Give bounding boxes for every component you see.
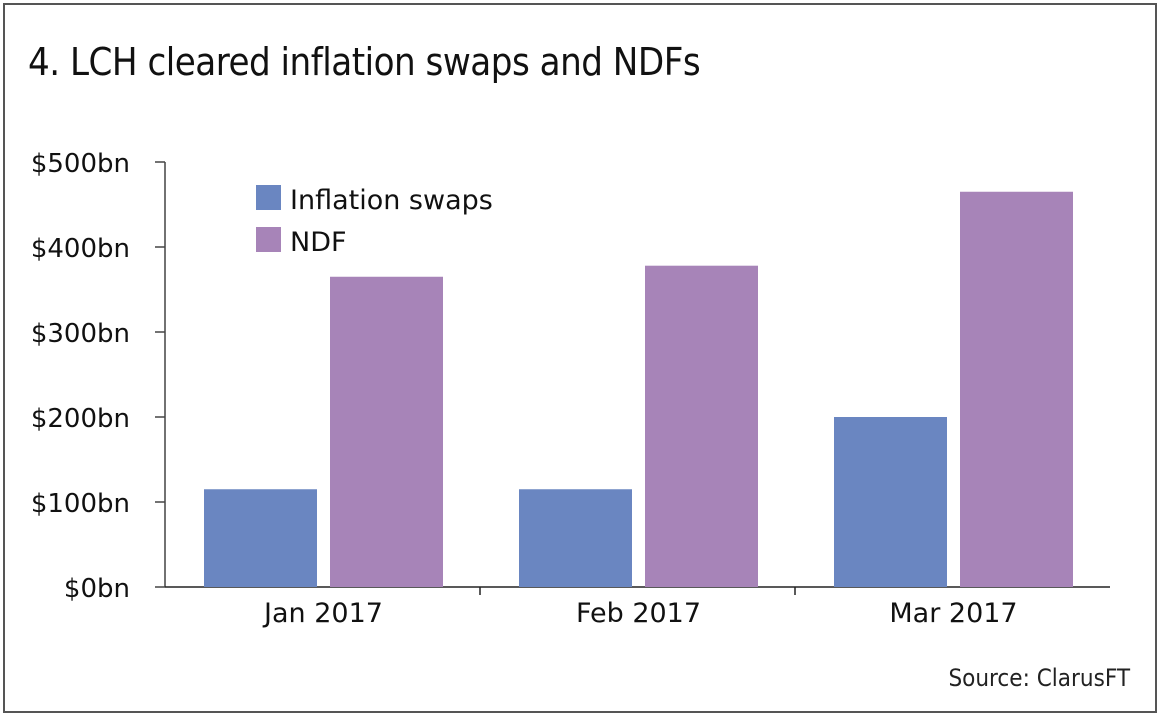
y-tick-label: $300bn	[31, 319, 130, 349]
y-tick-label: $500bn	[31, 149, 130, 179]
x-tick-label: Mar 2017	[889, 598, 1017, 629]
bar-ndf	[645, 265, 758, 587]
legend-swatch	[256, 185, 281, 210]
y-tick-label: $200bn	[31, 404, 130, 434]
legend-swatch	[256, 227, 281, 252]
bar-inflation-swaps	[834, 417, 947, 587]
source-note: Source: ClarusFT	[948, 664, 1130, 692]
chart-frame	[3, 3, 1157, 713]
x-tick-label: Feb 2017	[576, 598, 701, 629]
y-tick-label: $400bn	[31, 234, 130, 264]
y-tick-label: $100bn	[31, 489, 130, 519]
bar-ndf	[960, 191, 1073, 587]
y-tick-label: $0bn	[64, 574, 130, 604]
legend-label: NDF	[290, 227, 347, 258]
bar-inflation-swaps	[519, 489, 632, 587]
chart-title: 4. LCH cleared inflation swaps and NDFs	[28, 40, 701, 84]
x-tick-label: Jan 2017	[262, 598, 383, 629]
bar-inflation-swaps	[204, 489, 317, 587]
legend-label: Inflation swaps	[290, 185, 493, 216]
bar-ndf	[330, 276, 443, 587]
